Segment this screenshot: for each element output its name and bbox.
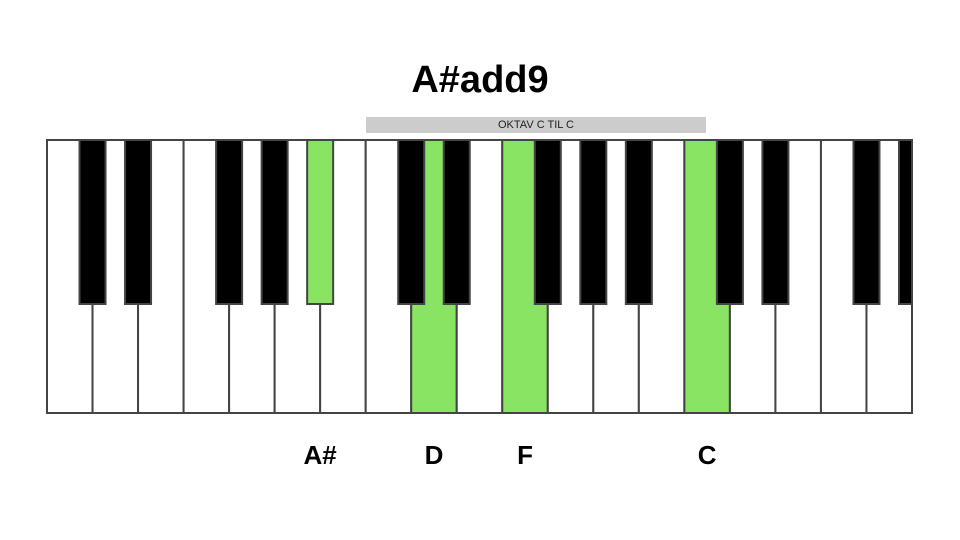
black-key-4: [306, 139, 335, 305]
octave-range-bar: OKTAV C TIL C: [366, 117, 706, 133]
black-key-11: [761, 139, 790, 305]
black-key-12: [852, 139, 881, 305]
note-label-2: F: [517, 440, 533, 470]
black-keys: [78, 139, 913, 305]
black-key-7: [533, 139, 562, 305]
black-key-10: [715, 139, 744, 305]
black-key-2: [215, 139, 244, 305]
black-key-13: [898, 139, 913, 305]
black-key-5: [397, 139, 426, 305]
note-label-3: C: [697, 440, 717, 470]
note-label-0: A#: [303, 440, 337, 470]
black-key-3: [260, 139, 289, 305]
chord-title: A#add9: [411, 59, 549, 101]
black-key-1: [124, 139, 153, 305]
black-key-8: [579, 139, 608, 305]
note-label-1: D: [424, 440, 444, 470]
black-key-9: [624, 139, 653, 305]
black-key-6: [442, 139, 471, 305]
keyboard-frame: [46, 139, 913, 414]
black-key-0: [78, 139, 107, 305]
